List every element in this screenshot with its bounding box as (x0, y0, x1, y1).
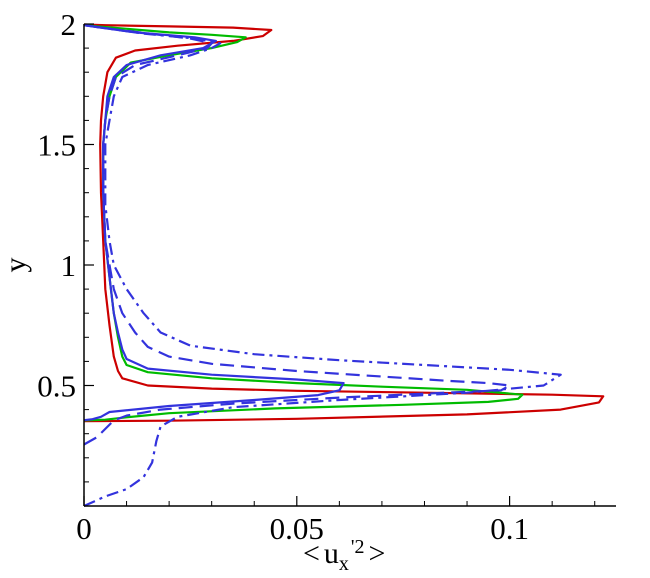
series-line-4 (83, 24, 511, 446)
series-line-3 (83, 24, 345, 422)
series-line-1 (83, 23, 605, 423)
y-tick-label: 1.5 (37, 128, 76, 163)
series-line-5 (83, 24, 562, 508)
x-tick-label: 0.05 (270, 511, 324, 546)
x-axis-title-base: u (324, 537, 339, 570)
series-line-2 (83, 23, 524, 422)
ticks-group (83, 23, 596, 506)
y-tick-label: 2 (61, 7, 77, 42)
x-axis-title-sub: x (339, 553, 349, 575)
plot-series-group (83, 23, 605, 508)
x-tick-label: 0.1 (490, 511, 529, 546)
y-axis-title: y (0, 258, 32, 273)
axes-group (83, 24, 616, 507)
x-axis-title-close: > (369, 537, 386, 570)
y-tick-label: 1 (61, 248, 77, 283)
x-axis-title-sup: '2 (351, 536, 365, 558)
x-axis-title: < ux'2 > (303, 536, 385, 575)
y-tick-label: 0.5 (37, 369, 76, 404)
x-tick-label: 0 (76, 511, 92, 546)
tick-labels-group: 0 0.05 0.1 0.5 1 1.5 2 (37, 7, 529, 546)
x-axis-title-open: < (303, 537, 320, 570)
